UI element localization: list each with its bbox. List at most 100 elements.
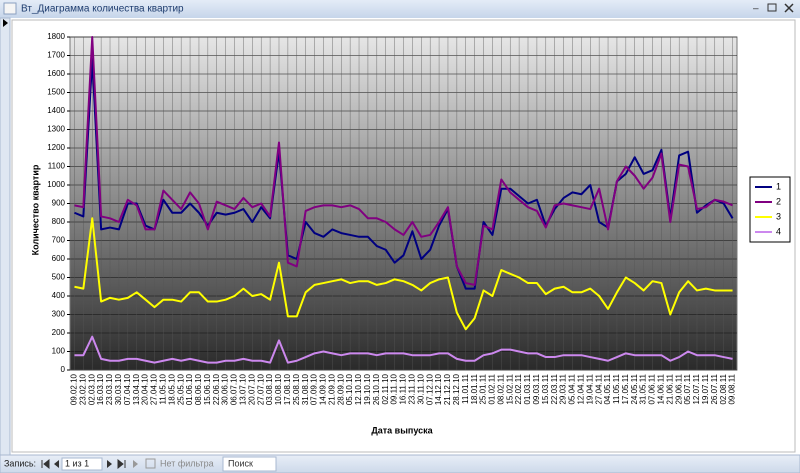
x-tick-label: 14.06.11 <box>657 373 666 404</box>
x-tick-label: 17.08.10 <box>283 373 292 405</box>
legend-label: 2 <box>776 196 781 206</box>
x-tick-label: 23.11.10 <box>408 373 417 404</box>
x-tick-label: 05.10.10 <box>345 373 354 405</box>
y-tick-label: 300 <box>52 310 66 319</box>
x-tick-label: 07.04.10 <box>123 373 132 405</box>
lines <box>74 36 734 364</box>
x-tick-label: 20.04.10 <box>141 373 150 405</box>
x-tick-label: 07.06.11 <box>648 373 657 404</box>
x-tick-label: 07.12.10 <box>425 373 434 405</box>
x-tick-label: 18.01.11 <box>470 373 479 404</box>
x-tick-label: 31.08.10 <box>301 373 310 405</box>
record-selector[interactable] <box>0 17 11 456</box>
x-tick-label: 14.12.10 <box>434 373 443 405</box>
next-record[interactable] <box>107 460 112 468</box>
y-tick-label: 1600 <box>47 69 65 78</box>
x-tick-label: 12.04.11 <box>576 373 585 404</box>
x-tick-label: 22.02.11 <box>514 373 523 404</box>
x-tick-label: 09.02.10 <box>70 373 79 405</box>
y-axis-title: Количество квартир <box>30 164 40 255</box>
x-tick-label: 25.05.10 <box>176 373 185 405</box>
window-title: Вт_Диаграмма количества квартир <box>21 4 184 15</box>
y-tick-label: 1200 <box>47 143 65 152</box>
x-tick-label: 20.07.10 <box>247 373 256 405</box>
y-tick-label: 1300 <box>47 125 65 134</box>
record-arrow <box>3 19 8 27</box>
x-tick-label: 02.11.10 <box>381 373 390 404</box>
series-line <box>74 217 733 331</box>
record-position: 1 из 1 <box>65 458 89 468</box>
x-tick-label: 06.07.10 <box>230 373 239 405</box>
grid <box>67 36 737 371</box>
x-tick-label: 30.03.10 <box>114 373 123 405</box>
x-tick-label: 15.03.11 <box>541 373 550 404</box>
series-line <box>74 58 734 290</box>
x-tick-label: 08.02.11 <box>496 373 505 404</box>
y-tick-label: 0 <box>61 365 66 374</box>
y-tick-label: 1100 <box>48 162 66 171</box>
x-axis-title: Дата выпуска <box>371 425 433 435</box>
x-tick-label: 11.01.11 <box>461 373 470 404</box>
y-tick-label: 600 <box>52 254 66 263</box>
x-tick-label: 07.09.10 <box>310 373 319 405</box>
x-tick-label: 19.07.11 <box>701 373 710 404</box>
last-record[interactable] <box>117 458 126 470</box>
x-tick-label: 31.05.11 <box>639 373 648 404</box>
x-tick-label: 25.08.10 <box>292 373 301 405</box>
x-tick-label: 10.08.10 <box>274 373 283 405</box>
x-tick-label: 19.04.11 <box>585 373 594 404</box>
x-tick-label: 02.08.11 <box>719 373 728 404</box>
x-tick-label: 30.06.10 <box>221 373 230 405</box>
x-tick-label: 01.03.11 <box>523 373 532 404</box>
first-record[interactable] <box>41 458 50 470</box>
x-tick-label: 27.07.10 <box>256 373 265 405</box>
x-tick-label: 17.05.11 <box>621 373 630 404</box>
x-tick-label: 08.06.10 <box>194 373 203 405</box>
x-tick-label: 14.09.10 <box>319 373 328 405</box>
series-line <box>74 36 733 286</box>
minimize[interactable]: – <box>753 4 759 15</box>
title-bar <box>0 0 800 18</box>
x-tick-label: 21.12.10 <box>443 373 452 405</box>
x-tick-label: 23.03.10 <box>105 373 114 405</box>
y-tick-label: 1000 <box>47 180 65 189</box>
x-tick-label: 28.12.10 <box>452 373 461 405</box>
nav-buttons[interactable] <box>41 458 138 470</box>
x-tick-label: 26.07.11 <box>710 373 719 404</box>
y-tick-label: 500 <box>52 273 66 282</box>
x-tick-label: 25.01.11 <box>479 373 488 404</box>
x-tick-label: 13.07.10 <box>239 373 248 405</box>
x-tick-label: 27.04.10 <box>150 373 159 405</box>
legend-label: 1 <box>776 181 781 191</box>
close[interactable] <box>784 3 794 13</box>
new-record[interactable] <box>133 460 138 468</box>
maximize[interactable] <box>767 3 777 12</box>
x-tick-label: 21.09.10 <box>327 373 336 405</box>
x-tick-label: 02.03.10 <box>87 373 96 405</box>
x-tick-label: 09.11.10 <box>390 373 399 404</box>
legend-label: 4 <box>776 226 781 236</box>
x-tick-label: 05.07.11 <box>683 373 692 404</box>
series-line <box>74 335 733 364</box>
search-box[interactable] <box>222 456 277 472</box>
x-tick-label: 11.05.11 <box>612 373 621 404</box>
y-tick-label: 400 <box>52 291 66 300</box>
filter-status[interactable]: Нет фильтра <box>160 458 214 468</box>
window-buttons[interactable]: – <box>753 3 794 15</box>
prev-record[interactable] <box>54 460 59 468</box>
y-tick-label: 100 <box>52 347 66 356</box>
x-tick-label: 21.06.11 <box>665 373 674 404</box>
position-box[interactable] <box>61 457 103 471</box>
y-tick-label: 200 <box>52 328 66 337</box>
y-tick-label: 1700 <box>47 51 65 60</box>
x-tick-label: 24.05.11 <box>630 373 639 404</box>
x-tick-label: 26.10.10 <box>372 373 381 405</box>
x-tick-label: 12.07.11 <box>692 373 701 404</box>
x-tick-label: 28.09.10 <box>336 373 345 405</box>
y-tick-label: 1800 <box>47 32 65 41</box>
search-placeholder: Поиск <box>228 458 253 468</box>
status-bar <box>0 454 800 473</box>
x-tick-label: 15.02.11 <box>505 373 514 404</box>
x-tick-label: 18.05.10 <box>167 373 176 405</box>
record-label: Запись: <box>4 458 36 468</box>
